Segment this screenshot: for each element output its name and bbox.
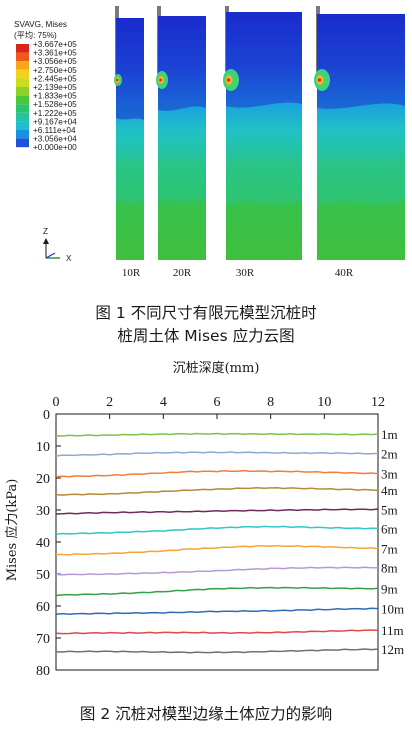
- x-axis-title: 沉桩深度(mm): [173, 360, 260, 376]
- y-tick-label: 40: [36, 536, 50, 551]
- y-tick-label: 20: [36, 472, 50, 487]
- legend-value: +0.000e+00: [33, 143, 77, 152]
- series-label-12m: 12m: [381, 642, 404, 657]
- series-label-3m: 3m: [381, 467, 398, 482]
- axis-z-label: Z: [43, 227, 48, 236]
- figure1-caption-line2: 桩周土体 Mises 应力云图: [117, 327, 295, 345]
- model-label-30r: 30R: [236, 267, 255, 279]
- series-line-12m: [55, 648, 379, 654]
- axis-x-label: X: [66, 254, 72, 263]
- legend-swatch: [16, 61, 29, 70]
- legend-value: +3.056e+05: [33, 57, 77, 66]
- series-line-2m: [55, 451, 379, 457]
- y-tick-label: 70: [36, 632, 50, 647]
- y-tick-label: 0: [43, 408, 50, 423]
- x-tick-label: 10: [317, 395, 331, 410]
- figure2-caption: 图 2 沉桩对模型边缘土体应力的影响: [79, 705, 333, 723]
- series-label-7m: 7m: [381, 541, 398, 556]
- series-label-2m: 2m: [381, 447, 398, 462]
- model-10r-contour: [114, 6, 144, 260]
- model-20r-contour: [156, 6, 206, 260]
- legend-swatch: [16, 130, 29, 139]
- model-label-10r: 10R: [122, 267, 141, 279]
- series-line-5m: [55, 508, 379, 515]
- legend-color-scale: +3.667e+05+3.361e+05+3.056e+05+2.750e+05…: [16, 40, 77, 152]
- legend-value: +3.056e+04: [33, 135, 77, 144]
- series-label-6m: 6m: [381, 522, 398, 537]
- legend-value: +6.111e+04: [33, 126, 76, 135]
- legend-value: +3.667e+05: [33, 40, 77, 49]
- series-label-9m: 9m: [381, 582, 398, 597]
- y-tick-label: 60: [36, 600, 50, 615]
- y-tick-label: 30: [36, 504, 50, 519]
- model-label-20r: 20R: [173, 267, 192, 279]
- series-line-7m: [55, 544, 379, 556]
- legend-swatch: [16, 44, 29, 53]
- legend-value: +2.139e+05: [33, 83, 77, 92]
- series-line-8m: [55, 566, 379, 576]
- y-axis-title: Mises 应力(kPa): [4, 479, 20, 582]
- legend-swatch: [16, 78, 29, 87]
- x-tick-label: 6: [214, 395, 221, 410]
- series-line-10m: [55, 607, 379, 615]
- y-tick-label: 50: [36, 568, 50, 583]
- x-tick-label: 2: [106, 395, 113, 410]
- legend-swatch: [16, 52, 29, 62]
- series-line-4m: [55, 486, 379, 496]
- legend-swatch: [16, 121, 29, 130]
- legend-subtitle: (平均: 75%): [14, 30, 57, 40]
- coordinate-axes-icon: Z X: [43, 227, 72, 263]
- x-tick-label: 12: [371, 395, 385, 410]
- figure1-caption-line1: 图 1 不同尺寸有限元模型沉桩时: [95, 304, 317, 322]
- legend-value: +1.528e+05: [33, 100, 77, 109]
- model-30r-contour: [223, 6, 302, 260]
- x-tick-label: 8: [267, 395, 274, 410]
- legend-swatch: [16, 95, 29, 105]
- series-line-3m: [55, 469, 379, 478]
- x-tick-label: 0: [53, 395, 60, 410]
- figure1-contour-plot: SVAVG, Mises (平均: 75%) +3.667e+05+3.361e…: [14, 6, 405, 279]
- legend-value: +9.167e+04: [33, 117, 77, 126]
- series-line-6m: [55, 525, 379, 536]
- series-label-5m: 5m: [381, 502, 398, 517]
- legend-value: +1.833e+05: [33, 92, 77, 101]
- series-line-9m: [55, 586, 379, 597]
- x-tick-label: 4: [160, 395, 167, 410]
- series-label-1m: 1m: [381, 427, 398, 442]
- model-label-40r: 40R: [335, 267, 354, 279]
- figure2-line-chart: 沉桩深度(mm) Mises 应力(kPa) 0 2 4 6 8 10 12 0 10 20 30…: [4, 360, 404, 679]
- legend-swatch: [16, 138, 29, 148]
- legend-swatch: [16, 112, 29, 122]
- series-label-10m: 10m: [381, 602, 404, 617]
- x-axis-ticks: 0 2 4 6 8 10 12: [53, 395, 385, 419]
- legend-title: SVAVG, Mises: [14, 20, 67, 29]
- series-line-1m: [55, 432, 379, 437]
- y-axis-ticks: 0 10 20 30 40 50 60 70 80: [36, 408, 61, 679]
- y-tick-label: 80: [36, 664, 50, 679]
- series-label-11m: 11m: [381, 623, 404, 638]
- legend-swatch: [16, 87, 29, 96]
- series-label-4m: 4m: [381, 483, 398, 498]
- y-tick-label: 10: [36, 440, 50, 455]
- legend-swatch: [16, 69, 29, 79]
- series-label-8m: 8m: [381, 561, 398, 576]
- legend-value: +3.361e+05: [33, 49, 77, 58]
- legend-value: +1.222e+05: [33, 109, 77, 118]
- legend-swatch: [16, 104, 29, 113]
- series-lines: [55, 432, 379, 654]
- legend-value: +2.750e+05: [33, 66, 77, 75]
- legend-value: +2.445e+05: [33, 74, 77, 83]
- model-40r-contour: [314, 6, 405, 260]
- series-line-11m: [55, 629, 379, 635]
